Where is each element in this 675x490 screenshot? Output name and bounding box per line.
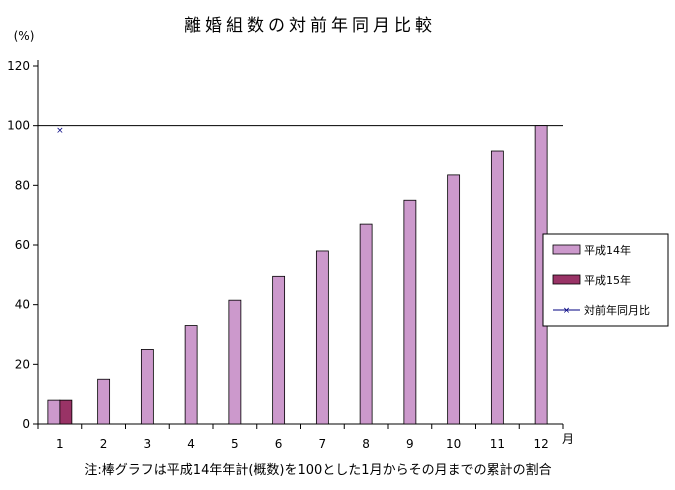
y-tick-label: 100	[7, 119, 30, 133]
bar-h15	[59, 399, 73, 425]
bar-h14	[228, 299, 242, 425]
bar-h14	[47, 399, 61, 425]
bar-h14	[315, 250, 329, 425]
bar-h14	[140, 349, 154, 425]
x-tick-label: 1	[56, 437, 64, 451]
x-tick-label: 12	[533, 437, 548, 451]
x-axis: 1 2 3 4 5 6 7 8 9 10 11 12	[37, 423, 564, 451]
y-tick-label: 120	[7, 59, 30, 73]
chart-note: 注:棒グラフは平成14年年計(概数)を100とした1月からその月までの累計の割合	[84, 462, 551, 478]
x-tick-label: 8	[362, 437, 370, 451]
ratio-point-marker: ×	[56, 126, 64, 136]
x-tick-label: 3	[144, 437, 152, 451]
bars	[38, 125, 563, 425]
x-tick-label: 11	[490, 437, 505, 451]
bar-h14	[490, 150, 504, 425]
x-tick-label: 2	[100, 437, 108, 451]
legend-swatch	[552, 244, 581, 255]
x-tick-label: 6	[275, 437, 283, 451]
bar-h14	[359, 223, 373, 425]
x-tick-label: 9	[406, 437, 414, 451]
y-tick-label: 80	[15, 178, 30, 192]
y-axis: 0 20 40 60 80 100 120	[7, 59, 39, 431]
y-axis-label: (%)	[14, 29, 35, 43]
x-tick-label: 4	[187, 437, 195, 451]
bar-h14	[184, 325, 198, 425]
x-tick-label: 5	[231, 437, 239, 451]
y-tick-label: 0	[22, 417, 30, 431]
y-tick-label: 20	[15, 357, 30, 371]
legend-label: 平成14年	[584, 243, 631, 257]
legend-label: 平成15年	[584, 273, 631, 287]
y-tick-label: 60	[15, 238, 30, 252]
legend-marker: ×	[563, 306, 571, 316]
legend-label: 対前年同月比	[584, 303, 650, 317]
bar-h14	[272, 275, 286, 425]
bar-h14	[97, 378, 111, 425]
y-tick-label: 40	[15, 298, 30, 312]
bar-h14	[403, 199, 417, 425]
ratio-points: ×	[56, 126, 64, 136]
chart-title: 離婚組数の対前年同月比較	[184, 16, 436, 36]
x-tick-label: 10	[446, 437, 461, 451]
x-axis-label: 月	[562, 432, 574, 446]
bar-h14	[447, 174, 461, 425]
x-tick-label: 7	[319, 437, 327, 451]
legend-swatch	[552, 274, 581, 285]
